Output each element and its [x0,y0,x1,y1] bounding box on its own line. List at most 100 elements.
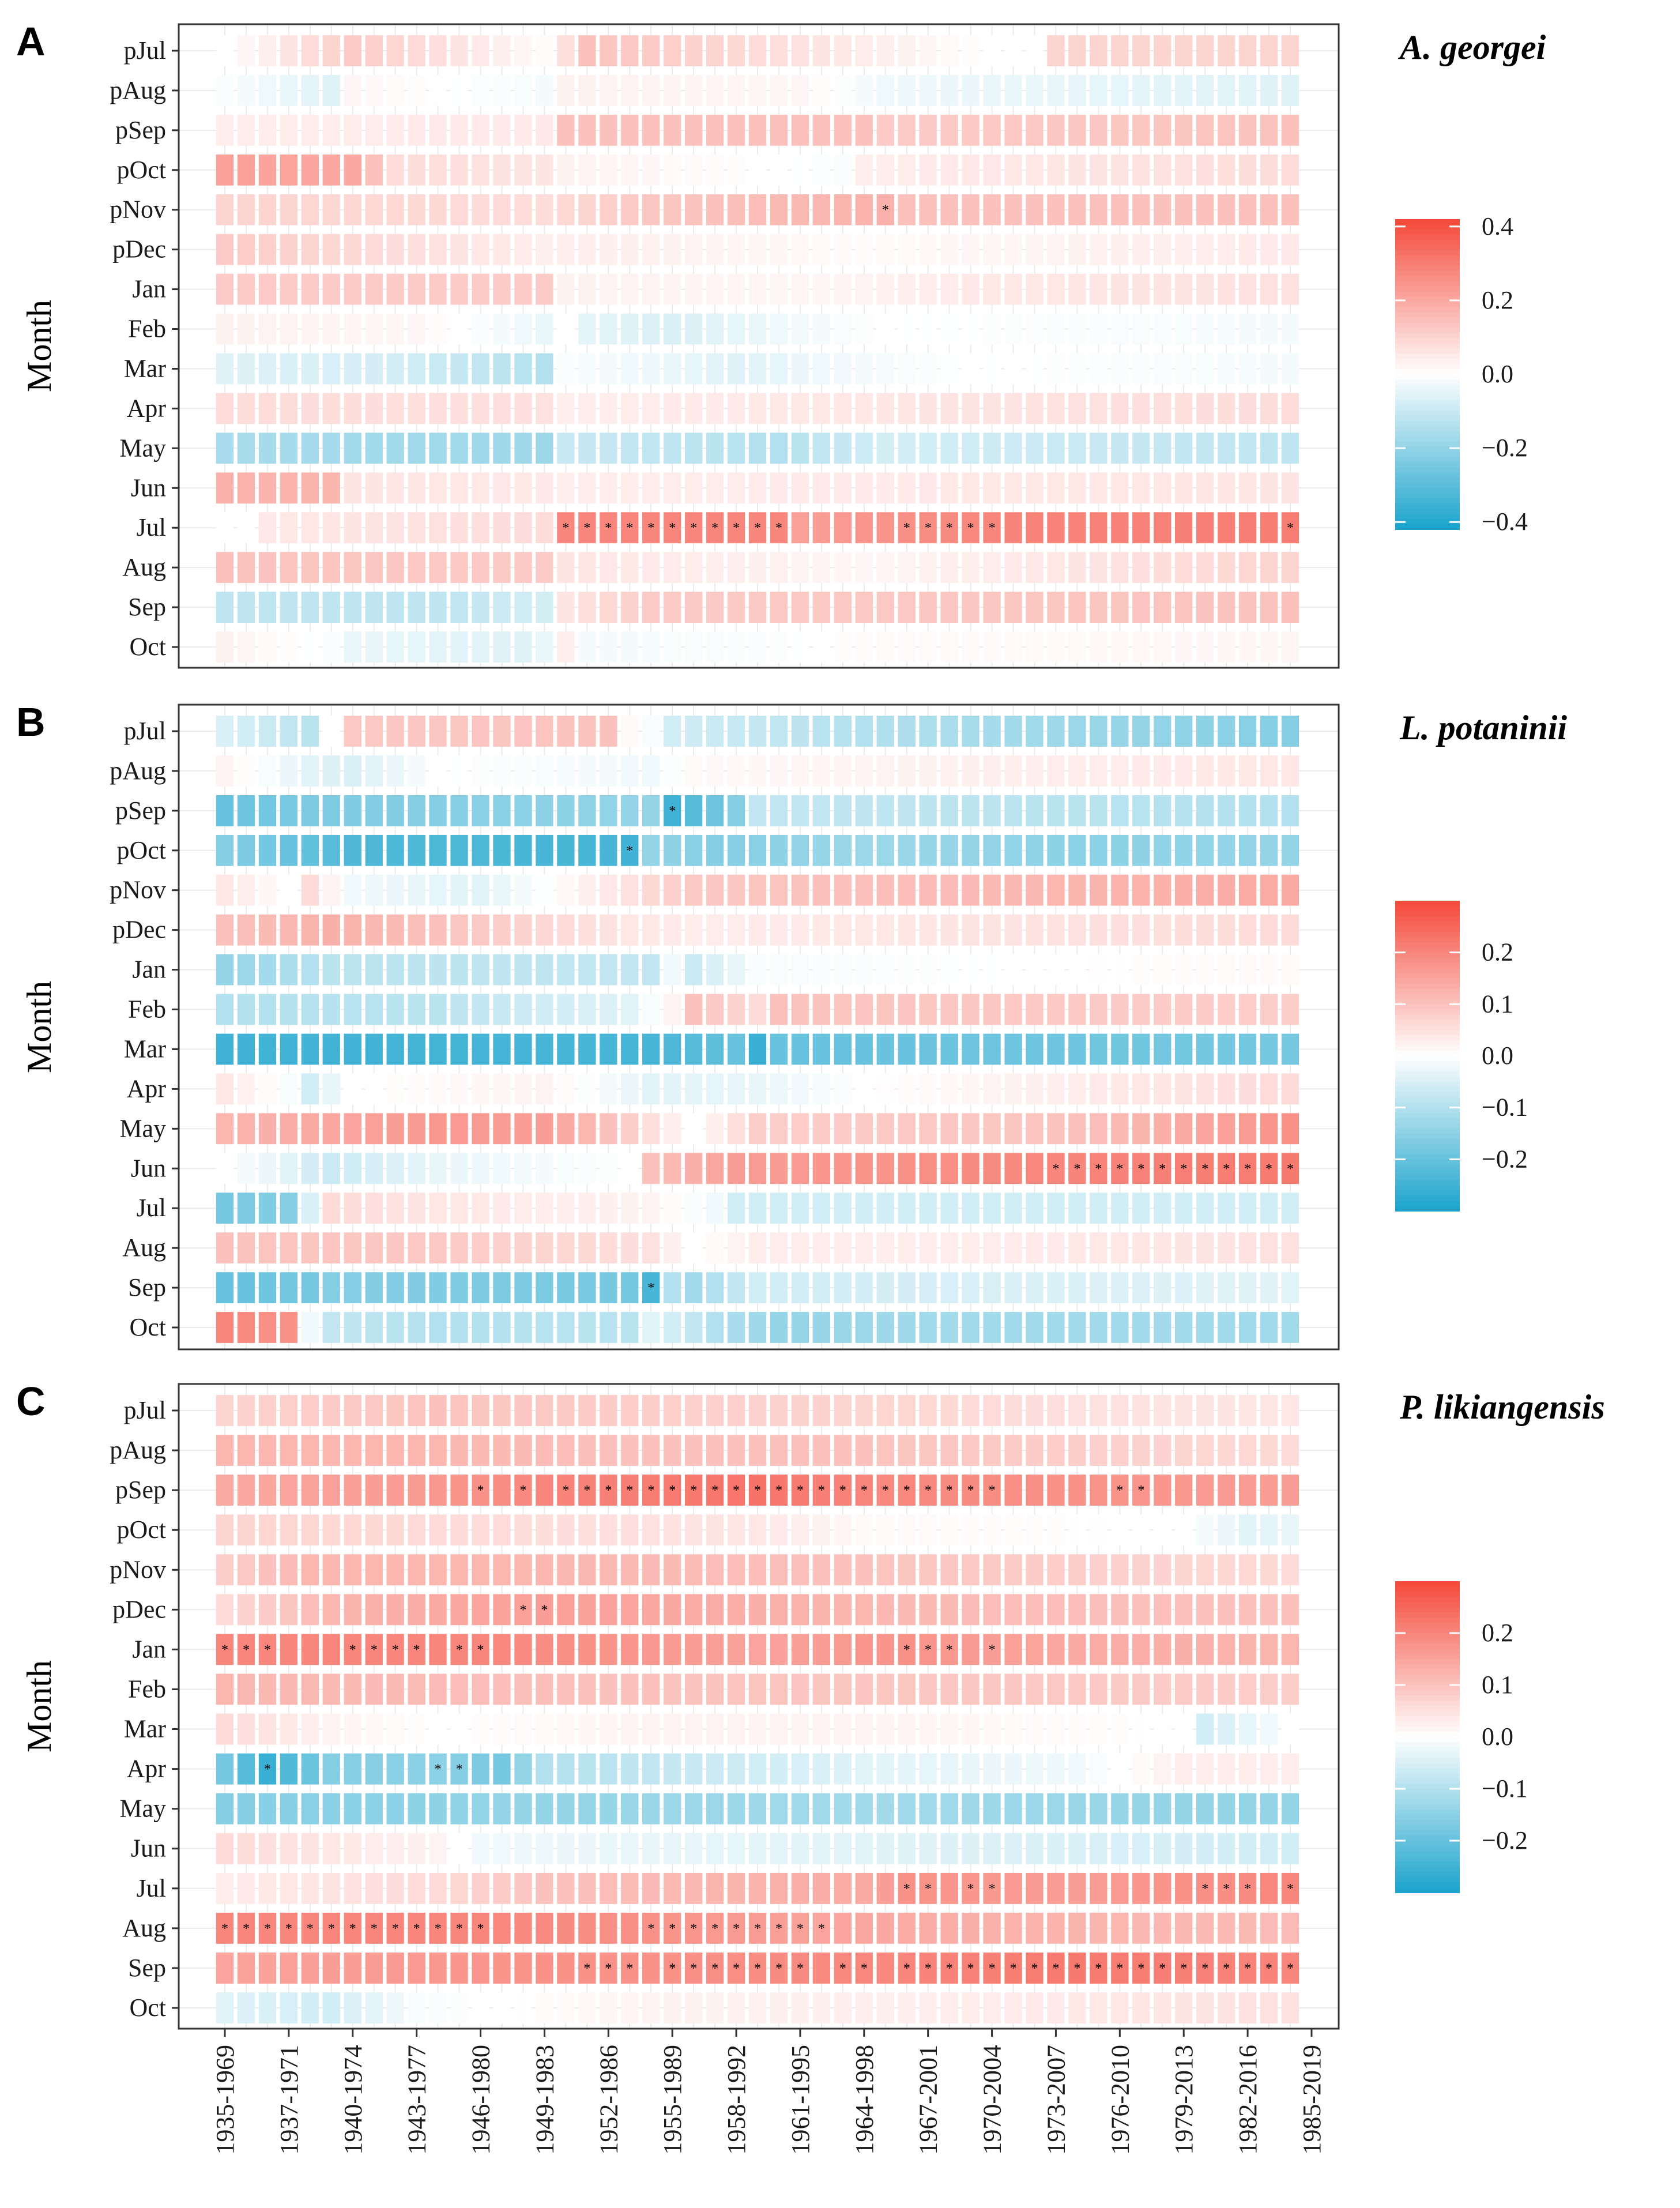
heatmap-cell [1132,1514,1150,1546]
colorbar-segment [1395,1030,1460,1036]
heatmap-cell [258,1395,277,1426]
heatmap-cell [365,1395,383,1426]
heatmap-cell [557,353,575,385]
heatmap-cell [706,631,724,663]
heatmap-cell [450,1232,468,1263]
heatmap-cell [429,755,447,787]
heatmap-cell [664,194,681,225]
heatmap-cell [365,1073,383,1105]
heatmap-cell [812,1594,830,1626]
heatmap-cell [770,755,788,787]
heatmap-cell [685,914,703,946]
heatmap-cell [237,273,255,305]
colorbar-segment [1395,1758,1460,1763]
heatmap-cell [919,313,937,345]
heatmap-cell [1004,154,1022,186]
heatmap-cell [1196,1514,1214,1546]
heatmap-cell [408,194,425,225]
heatmap-cell [1196,432,1214,464]
heatmap-cell [578,1435,596,1466]
heatmap-cell [791,1514,809,1546]
heatmap-cell [600,1153,617,1184]
colorbar-segment [1395,983,1460,990]
heatmap-cell [770,1554,788,1586]
heatmap-cell [642,1272,660,1303]
heatmap-cell [791,472,809,504]
heatmap-cell [280,874,297,906]
colorbar-segment [1395,374,1460,380]
heatmap-cell [664,914,681,946]
heatmap-cell [472,432,489,464]
significance-marker: * [1223,1882,1230,1897]
heatmap-cell [536,1232,553,1263]
significance-marker: * [1180,1961,1187,1976]
heatmap-cell [536,1634,553,1665]
heatmap-cell [472,1113,489,1145]
significance-marker: * [519,1483,526,1498]
heatmap-cell [621,1594,639,1626]
heatmap-cell [1068,1953,1086,1984]
heatmap-cell [1154,115,1172,146]
heatmap-cell [600,954,617,985]
heatmap-cell [1132,1594,1150,1626]
heatmap-cell [280,115,297,146]
heatmap-cell [1090,834,1108,866]
heatmap-cell [983,914,1001,946]
heatmap-cell [536,512,553,544]
heatmap-cell [600,994,617,1025]
heatmap-cell [578,1833,596,1864]
heatmap-cell [1132,1912,1150,1944]
heatmap-cell [642,154,660,186]
heatmap-cell [280,234,297,265]
heatmap-cell [1047,552,1065,583]
heatmap-cell [727,755,745,787]
heatmap-cell [1047,834,1065,866]
heatmap-cell [1281,234,1299,265]
heatmap-cell [1154,1673,1172,1705]
heatmap-cell [514,393,532,424]
heatmap-cell [834,353,852,385]
heatmap-cell [429,1872,447,1904]
heatmap-cell [408,1395,425,1426]
x-tick-label: 1970-2004 [978,2045,1007,2155]
heatmap-cell [514,154,532,186]
heatmap-cell [1026,273,1044,305]
heatmap-cell [1281,1113,1299,1145]
heatmap-cell [557,1033,575,1065]
heatmap-cell [1154,154,1172,186]
heatmap-cell [280,432,297,464]
heatmap-cell [940,472,958,504]
heatmap-cell [322,994,340,1025]
heatmap-cell [834,1713,852,1745]
x-tick-label: 1958-1992 [722,2045,751,2155]
heatmap-cell [1196,1312,1214,1343]
heatmap-cell [962,716,980,747]
heatmap-cell [578,592,596,623]
heatmap-cell [706,1113,724,1145]
heatmap-cell [557,1193,575,1224]
heatmap-cell [1218,1833,1235,1864]
colorbar-segment [1395,364,1460,370]
heatmap-cell [1175,834,1193,866]
heatmap-cell [1260,1872,1278,1904]
heatmap-cell [1218,914,1235,946]
heatmap-cell [322,1912,340,1944]
heatmap-cell [578,1753,596,1785]
heatmap-cell [962,1073,980,1105]
heatmap-cell [280,631,297,663]
heatmap-cell [919,631,937,663]
colorbar-segment [1395,1592,1460,1597]
heatmap-cell [898,234,916,265]
heatmap-cell [940,914,958,946]
heatmap-cell [1154,874,1172,906]
heatmap-cell [642,1753,660,1785]
heatmap-cell [748,234,767,265]
heatmap-cell [450,1753,468,1785]
heatmap-cell [1260,1753,1278,1785]
heatmap-cell [514,1312,532,1343]
heatmap-cell [621,1474,639,1506]
heatmap-cell [301,1232,319,1263]
heatmap-cell [1026,1312,1044,1343]
heatmap-cell [216,194,234,225]
heatmap-cell [344,1992,361,2023]
